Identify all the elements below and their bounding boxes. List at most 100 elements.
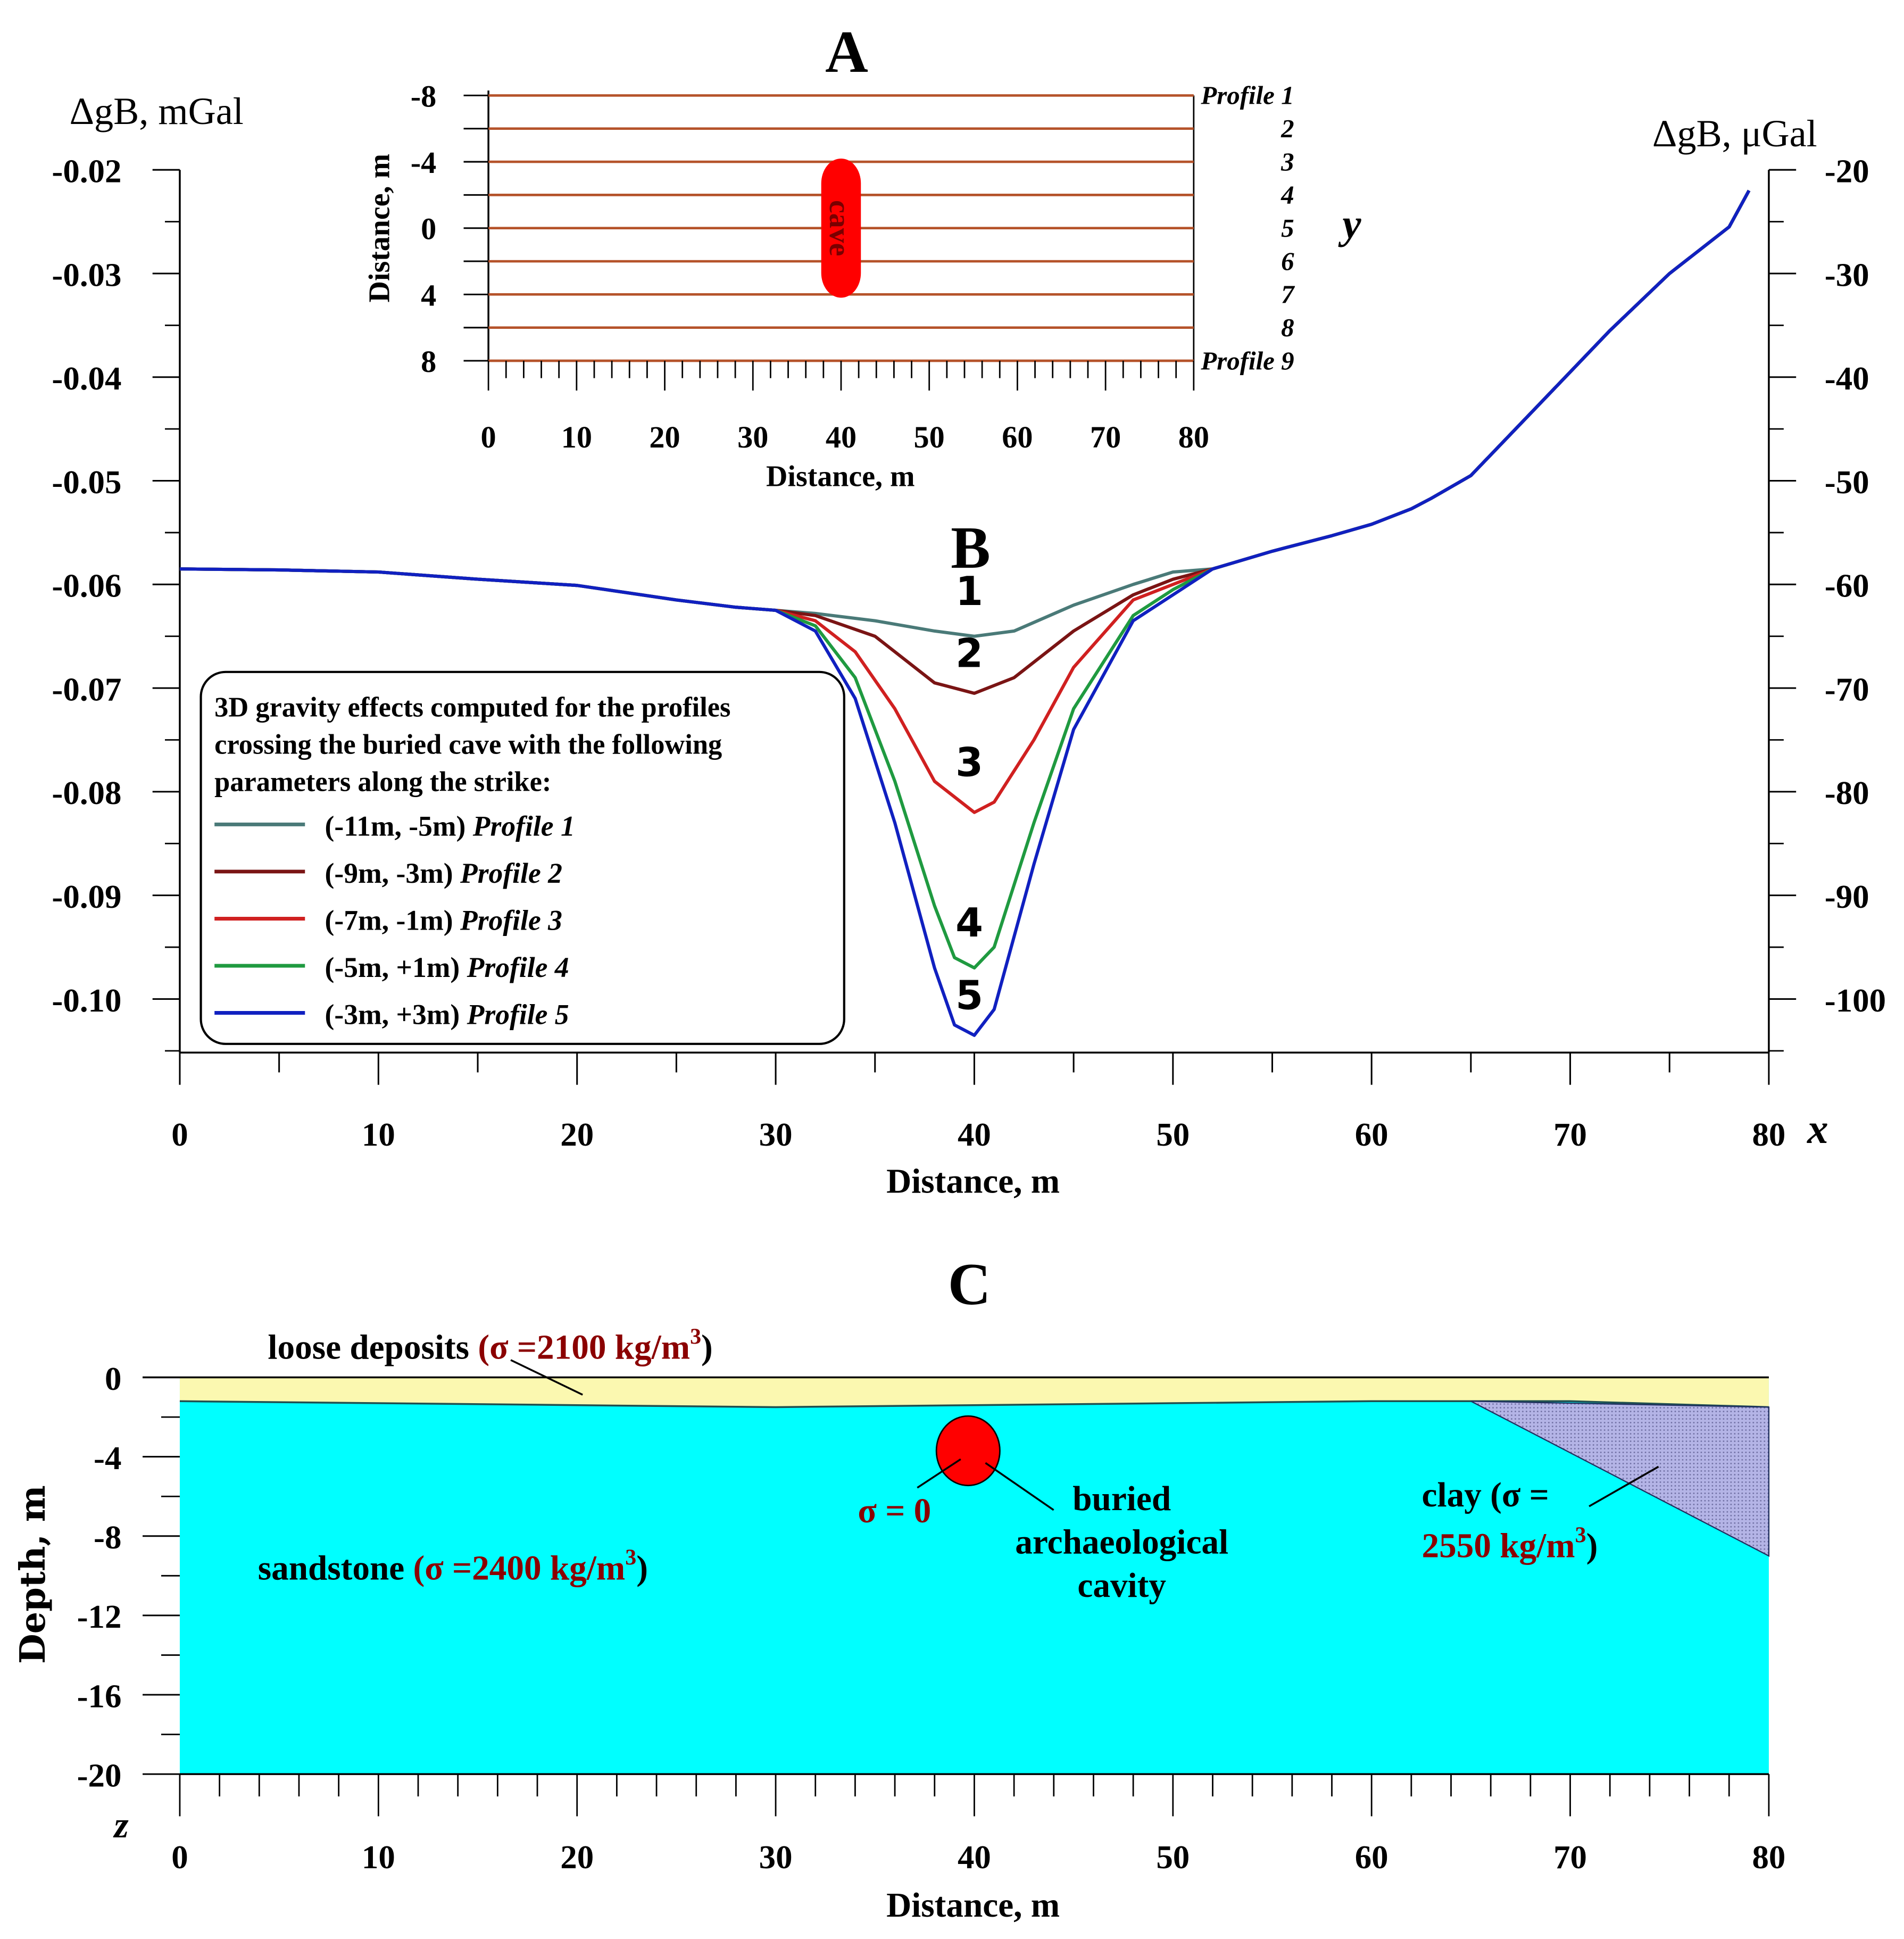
profile-label: 7 bbox=[1281, 280, 1295, 309]
panel-a-xtick-label: 60 bbox=[1002, 420, 1033, 454]
panel-a-ylabel: Distance, m bbox=[363, 154, 396, 302]
panel-letter-a: A bbox=[825, 19, 868, 85]
panel-a-xtick-label: 40 bbox=[826, 420, 857, 454]
panel-c-ytick-label: -16 bbox=[77, 1677, 122, 1714]
panel-b-ytick-label-left: -0.08 bbox=[52, 774, 121, 811]
panel-a-axis-letter: y bbox=[1338, 201, 1361, 247]
panel-c-axis-letter: z bbox=[113, 1805, 128, 1846]
profile-label: Profile 1 bbox=[1200, 81, 1294, 110]
cavity-shape bbox=[935, 1415, 1001, 1487]
panel-c-xtick-label: 0 bbox=[171, 1838, 188, 1876]
panel-c-ytick-label: -8 bbox=[94, 1519, 121, 1556]
panel-c-xtick-label: 70 bbox=[1553, 1838, 1587, 1876]
panel-a-xtick-label: 70 bbox=[1090, 420, 1121, 454]
profile-label: 4 bbox=[1281, 180, 1294, 210]
panel-b-xtick-label: 20 bbox=[560, 1116, 594, 1153]
profile-label: 6 bbox=[1281, 246, 1294, 276]
panel-a-ytick-label: 0 bbox=[421, 212, 436, 246]
panel-c-ytick-label: -4 bbox=[94, 1439, 121, 1477]
panel-b-ytick-label-left: -0.03 bbox=[52, 256, 121, 293]
cavity-label-line: buried bbox=[1072, 1480, 1171, 1518]
curve-label-5: 5 bbox=[955, 973, 983, 1019]
panel-c-xtick-label: 20 bbox=[560, 1838, 594, 1876]
panel-c-ytick-label: -12 bbox=[77, 1598, 122, 1635]
panel-b-ytick-label-right: -50 bbox=[1825, 463, 1869, 501]
panel-b-xtick-label: 0 bbox=[171, 1116, 188, 1153]
cavity-label-line: cavity bbox=[1077, 1567, 1166, 1605]
panel-b-ytick-label-left: -0.02 bbox=[52, 152, 121, 189]
legend-entry-profile-2: (-9m, -3m) Profile 2 bbox=[325, 857, 562, 889]
cavity-density-label: σ = 0 bbox=[858, 1492, 931, 1530]
legend-title-line: parameters along the strike: bbox=[214, 766, 551, 797]
panel-a-xlabel: Distance, m bbox=[766, 460, 914, 493]
clay-layer bbox=[1470, 1401, 1770, 1557]
panel-c-xtick-label: 60 bbox=[1355, 1838, 1388, 1876]
cavity-density-leader bbox=[917, 1458, 961, 1489]
panel-a-ytick-label: 8 bbox=[421, 344, 436, 379]
panel-c-xtick-label: 80 bbox=[1752, 1838, 1785, 1876]
panel-a-xtick-label: 10 bbox=[561, 420, 592, 454]
legend-entry-profile-4: (-5m, +1m) Profile 4 bbox=[325, 951, 569, 983]
panel-c-depth-section: 0 -4 -8 -12 -16 -20 0 10 20 30 40 50 60 70 80 loose dep… bbox=[77, 1325, 1786, 1876]
panel-b-ytick-label-left: -0.10 bbox=[52, 982, 121, 1019]
panel-b-ytick-label-left: -0.04 bbox=[52, 360, 121, 397]
panel-a-xtick-label: 0 bbox=[481, 420, 496, 454]
loose-deposits-base bbox=[179, 1400, 1769, 1408]
panel-b-axis-letter: x bbox=[1807, 1106, 1828, 1153]
legend-entry-profile-5: (-3m, +3m) Profile 5 bbox=[325, 999, 569, 1031]
panel-b-ytick-label-right: -40 bbox=[1825, 360, 1869, 397]
cave-label: cave bbox=[823, 200, 856, 256]
legend: 3D gravity effects computed for the prof… bbox=[199, 670, 845, 1045]
panel-a-xtick-label: 50 bbox=[914, 420, 945, 454]
legend-title-line: 3D gravity effects computed for the prof… bbox=[214, 692, 730, 723]
profile-label: 8 bbox=[1281, 313, 1294, 342]
panel-c-xtick-label: 30 bbox=[759, 1838, 793, 1876]
panel-letter-b: B bbox=[951, 515, 991, 581]
panel-a-xtick-label: 20 bbox=[649, 420, 680, 454]
legend-entry-profile-3: (-7m, -1m) Profile 3 bbox=[325, 904, 562, 936]
panel-a-xtick-label: 30 bbox=[737, 420, 768, 454]
clay-label: clay (σ = bbox=[1422, 1476, 1549, 1514]
panel-c-ylabel: Depth, m bbox=[13, 1485, 53, 1664]
sandstone-label: sandstone (σ =2400 kg/m3) bbox=[258, 1545, 648, 1587]
panel-b-ytick-label-right: -90 bbox=[1825, 878, 1869, 915]
panel-b-ytick-label-right: -20 bbox=[1825, 152, 1869, 189]
clay-density-label: 2550 kg/m3) bbox=[1422, 1523, 1598, 1565]
legend-box bbox=[199, 670, 845, 1045]
cavity-label-line: archaeological bbox=[1015, 1523, 1228, 1561]
curve-label-4: 4 bbox=[955, 900, 983, 946]
panel-a-xtick-label: 80 bbox=[1178, 420, 1209, 454]
loose-deposits-label: loose deposits (σ =2100 kg/m3) bbox=[268, 1325, 712, 1367]
curve-label-3: 3 bbox=[955, 739, 983, 785]
panel-b-xtick-label: 30 bbox=[759, 1116, 793, 1153]
panel-c-ytick-label: -20 bbox=[77, 1756, 122, 1794]
panel-c-xtick-label: 10 bbox=[362, 1838, 395, 1876]
profile-label: Profile 9 bbox=[1200, 346, 1294, 375]
cavity-leader bbox=[985, 1462, 1054, 1511]
profile-label: 3 bbox=[1281, 147, 1294, 176]
panel-b-xlabel: Distance, m bbox=[886, 1162, 1060, 1200]
profile-label: 5 bbox=[1281, 213, 1294, 243]
panel-b-xtick-label: 60 bbox=[1355, 1116, 1388, 1153]
panel-c-xtick-label: 40 bbox=[958, 1838, 991, 1876]
series-line-profile-5 bbox=[179, 189, 1751, 1037]
panel-b-gravity-chart: -0.02 -20 -0.03 -30 -0.04 -40 -0.05 -50 -0.06 -60… bbox=[52, 152, 1886, 1153]
panel-b-ytick-label-left: -0.09 bbox=[52, 878, 121, 915]
panel-b-ylabel-right: ΔgB, μGal bbox=[1652, 112, 1817, 155]
clay-leader bbox=[1589, 1465, 1659, 1507]
panel-b-xtick-label: 10 bbox=[362, 1116, 395, 1153]
panel-a-ytick-label: 4 bbox=[421, 278, 436, 312]
cave-shape bbox=[821, 158, 861, 298]
panel-letter-c: C bbox=[948, 1252, 991, 1317]
legend-entry-profile-1: (-11m, -5m) Profile 1 bbox=[325, 810, 575, 842]
panel-b-xtick-label: 50 bbox=[1156, 1116, 1190, 1153]
profile-label: 2 bbox=[1281, 114, 1294, 143]
panel-b-ytick-label-right: -30 bbox=[1825, 256, 1869, 293]
panel-c-xlabel: Distance, m bbox=[886, 1886, 1060, 1925]
panel-a-ytick-label: -8 bbox=[411, 79, 437, 113]
panel-c-xtick-label: 50 bbox=[1156, 1838, 1190, 1876]
loose-deposits-layer bbox=[179, 1377, 1769, 1407]
panel-b-ytick-label-right: -70 bbox=[1825, 670, 1869, 708]
